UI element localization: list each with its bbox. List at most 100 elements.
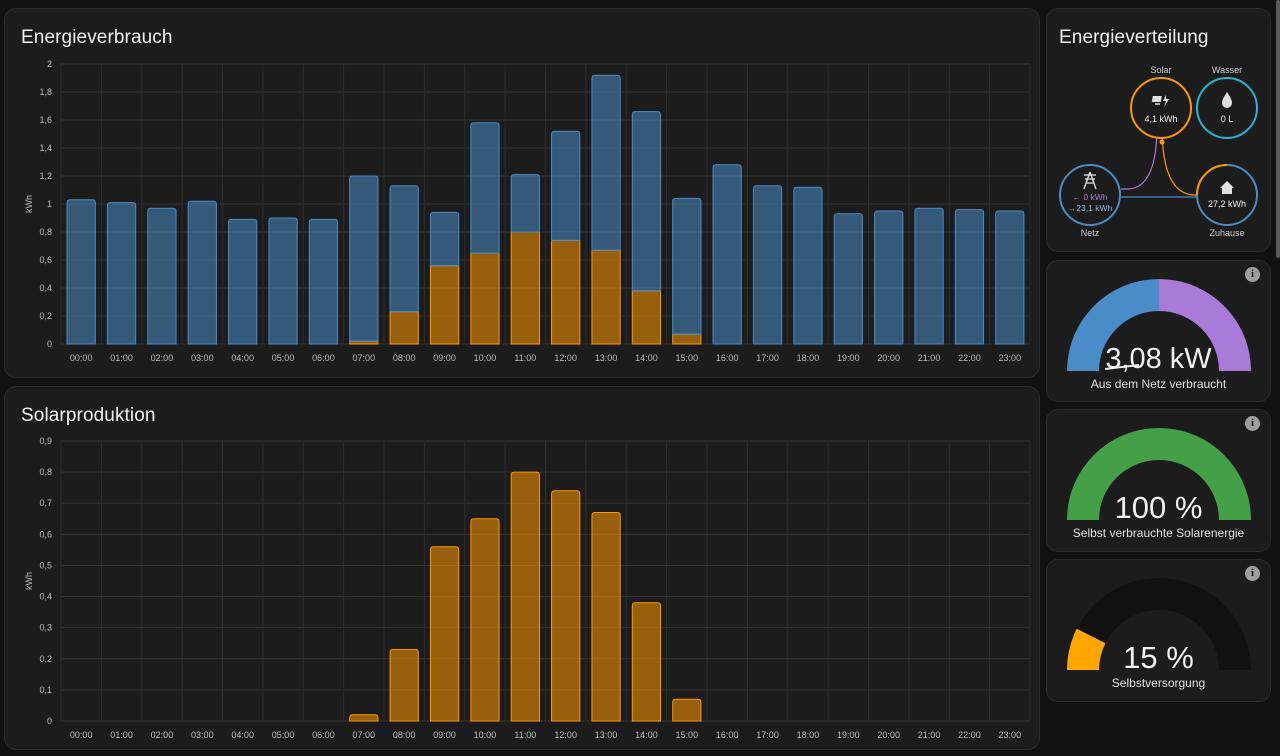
y-tick-label: 0,7: [39, 498, 52, 508]
x-tick-label: 08:00: [393, 353, 416, 363]
energy-distribution-diagram: Solar 4,1 kWh Wasser 0 L ← 0 kWh →23,1 k…: [1047, 9, 1272, 253]
chart-bar: [713, 165, 741, 344]
chart-bar: [753, 186, 781, 344]
x-tick-label: 04:00: [231, 730, 254, 740]
home-node-value: 27,2 kWh: [1208, 199, 1246, 209]
x-tick-label: 16:00: [716, 353, 739, 363]
chart-bar: [471, 253, 499, 344]
gauge-value: 100 %: [1047, 490, 1270, 526]
x-tick-label: 21:00: [918, 353, 941, 363]
x-tick-label: 13:00: [595, 730, 618, 740]
y-tick-label: 0,8: [39, 227, 52, 237]
x-tick-label: 11:00: [514, 730, 536, 740]
x-tick-label: 15:00: [676, 730, 699, 740]
x-tick-label: 10:00: [474, 353, 497, 363]
water-node-value: 0 L: [1221, 114, 1234, 124]
chart-bar: [511, 472, 539, 721]
chart-bar: [350, 715, 378, 721]
chart-bar: [632, 603, 660, 721]
grid-node-value-in: ← 0 kWh: [1073, 192, 1108, 202]
energy-distribution-card[interactable]: Energieverteilung Solar 4,1 kWh Wasser 0…: [1046, 8, 1271, 252]
x-tick-label: 07:00: [353, 353, 376, 363]
y-tick-label: 1: [47, 199, 52, 209]
water-node-label: Wasser: [1212, 65, 1242, 75]
gauge-label: Selbst verbrauchte Solarenergie: [1047, 526, 1270, 540]
chart-bar: [430, 547, 458, 721]
chart-bar: [309, 219, 337, 344]
solar-node-value: 4,1 kWh: [1144, 114, 1177, 124]
energy-usage-card: Energieverbrauch 0 0,2 0,4 0,6 0,8 1 1,2 1,4 1,6…: [4, 8, 1040, 378]
y-tick-label: 0,6: [39, 529, 52, 539]
self-consumed-solar-gauge-card[interactable]: i 100 % Selbst verbrauchte Solarenergie: [1046, 409, 1271, 552]
y-tick-label: 2: [47, 59, 52, 69]
chart-bar: [875, 211, 903, 344]
y-tick-label: 0,1: [39, 685, 52, 695]
chart-bar: [471, 123, 499, 253]
gauge-value: 3,08 kW: [1047, 343, 1270, 376]
y-tick-label: 1,4: [39, 143, 52, 153]
chart-bar: [552, 491, 580, 721]
x-tick-label: 06:00: [312, 353, 335, 363]
page-scrollbar[interactable]: [1276, 0, 1280, 258]
home-node-label: Zuhause: [1209, 228, 1244, 238]
gauge-label: Aus dem Netz verbraucht: [1047, 377, 1270, 391]
chart-bar: [794, 187, 822, 344]
x-tick-label: 04:00: [231, 353, 254, 363]
x-tick-label: 05:00: [272, 730, 295, 740]
y-tick-label: 0,9: [39, 436, 52, 446]
chart-bar: [915, 208, 943, 344]
grid-consumption-gauge-card[interactable]: i 3,08 kW Aus dem Netz verbraucht: [1046, 260, 1271, 402]
gauge-value: 15 %: [1047, 640, 1270, 676]
x-tick-label: 00:00: [70, 353, 93, 363]
y-tick-label: 0,4: [39, 592, 52, 602]
x-tick-label: 23:00: [999, 353, 1022, 363]
x-tick-label: 22:00: [958, 730, 981, 740]
chart-bar: [350, 176, 378, 341]
chart-bar: [592, 513, 620, 721]
x-tick-label: 01:00: [110, 353, 133, 363]
x-tick-label: 19:00: [837, 353, 860, 363]
chart-bar: [834, 214, 862, 344]
chart-bar: [673, 699, 701, 721]
y-tick-label: 0,3: [39, 623, 52, 633]
chart-bar: [430, 212, 458, 265]
gauge-label: Selbstversorgung: [1047, 676, 1270, 690]
self-sufficiency-gauge-card[interactable]: i 15 % Selbstversorgung: [1046, 559, 1271, 702]
x-tick-label: 14:00: [635, 730, 658, 740]
x-tick-label: 14:00: [635, 353, 658, 363]
y-axis-label: kWh: [24, 572, 34, 590]
solar-node: [1131, 78, 1191, 138]
x-tick-label: 05:00: [272, 353, 295, 363]
y-tick-label: 0,8: [39, 467, 52, 477]
chart-bar: [67, 200, 95, 344]
chart-bar: [390, 649, 418, 721]
x-tick-label: 17:00: [756, 730, 779, 740]
chart-bar: [552, 131, 580, 240]
y-tick-label: 0: [47, 339, 52, 349]
chart-bar: [673, 198, 701, 334]
x-tick-label: 15:00: [676, 353, 699, 363]
solar-production-chart[interactable]: 0 0,1 0,2 0,3 0,4 0,5 0,6 0,7 0,8 0,9 kWh 00:00 01:0…: [5, 387, 1041, 751]
y-tick-label: 0,6: [39, 255, 52, 265]
chart-bar: [390, 186, 418, 312]
x-tick-label: 03:00: [191, 730, 214, 740]
x-tick-label: 22:00: [958, 353, 981, 363]
chart-bar: [430, 266, 458, 344]
x-tick-label: 01:00: [110, 730, 133, 740]
x-tick-label: 21:00: [918, 730, 941, 740]
chart-bar: [511, 232, 539, 344]
y-tick-label: 0,5: [39, 560, 52, 570]
x-tick-label: 13:00: [595, 353, 618, 363]
x-tick-label: 20:00: [877, 730, 900, 740]
chart-bar: [148, 208, 176, 344]
chart-bar: [107, 203, 135, 344]
energy-usage-chart[interactable]: 0 0,2 0,4 0,6 0,8 1 1,2 1,4 1,6 1,8 2 kWh 00:00 01:00…: [5, 9, 1041, 379]
x-tick-label: 03:00: [191, 353, 214, 363]
x-tick-label: 10:00: [474, 730, 497, 740]
y-tick-label: 0: [47, 716, 52, 726]
x-tick-label: 18:00: [797, 730, 820, 740]
chart-bar: [229, 219, 257, 344]
x-tick-label: 23:00: [999, 730, 1022, 740]
y-tick-label: 0,2: [39, 654, 52, 664]
x-tick-label: 12:00: [554, 730, 577, 740]
